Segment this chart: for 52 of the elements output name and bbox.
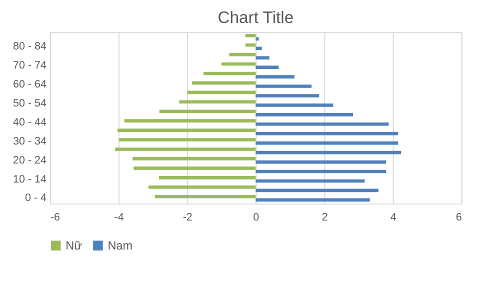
bar: [256, 179, 365, 183]
bar: [204, 72, 256, 76]
bar: [256, 122, 389, 126]
y-tick-label: 0 - 4: [24, 192, 47, 204]
y-tick-label: 70 - 74: [13, 60, 47, 72]
bar: [134, 166, 256, 170]
x-tick-label: -6: [50, 212, 60, 224]
y-tick-label: 20 - 24: [13, 154, 47, 166]
y-tick-label: 10 - 14: [13, 173, 47, 186]
bar: [115, 148, 256, 151]
bar: [148, 185, 256, 189]
bar: [159, 110, 256, 114]
y-tick-label: 60 - 64: [13, 78, 47, 91]
bar: [179, 100, 256, 104]
bar: [256, 37, 259, 41]
x-tick-label: -2: [182, 212, 192, 224]
legend-label: Nam: [108, 240, 133, 253]
bar: [256, 66, 279, 69]
bar: [256, 56, 270, 60]
bar: [154, 194, 256, 198]
bar: [256, 132, 398, 136]
bar: [256, 46, 262, 50]
bar: [256, 160, 386, 164]
y-tick-label: 30 - 34: [13, 135, 47, 148]
x-tick-label: 2: [322, 212, 328, 224]
bar: [256, 188, 378, 192]
bar: [256, 84, 312, 88]
bar: [256, 150, 402, 154]
bar: [221, 62, 256, 66]
legend-label: Nữ: [66, 240, 82, 253]
bar: [256, 141, 398, 145]
bar: [256, 75, 294, 78]
bar: [158, 176, 256, 180]
bar: [256, 113, 354, 116]
bar: [256, 198, 370, 202]
bar: [256, 104, 334, 107]
x-tick-label: 4: [390, 212, 396, 224]
bar: [256, 94, 320, 98]
bar: [256, 170, 386, 174]
y-tick-label: 40 - 44: [13, 116, 47, 128]
bar: [132, 157, 256, 160]
y-tick-label: 80 - 84: [13, 40, 47, 53]
x-tick-label: 0: [253, 212, 260, 224]
bar: [124, 119, 256, 122]
y-tick-label: 50 - 54: [13, 97, 47, 110]
x-tick-label: 6: [456, 212, 462, 224]
bar: [192, 81, 256, 85]
chart-title: Chart Title: [218, 8, 294, 28]
bar: [118, 128, 256, 132]
bar: [187, 90, 256, 94]
bar: [118, 138, 256, 142]
x-tick-label: -4: [114, 212, 124, 224]
